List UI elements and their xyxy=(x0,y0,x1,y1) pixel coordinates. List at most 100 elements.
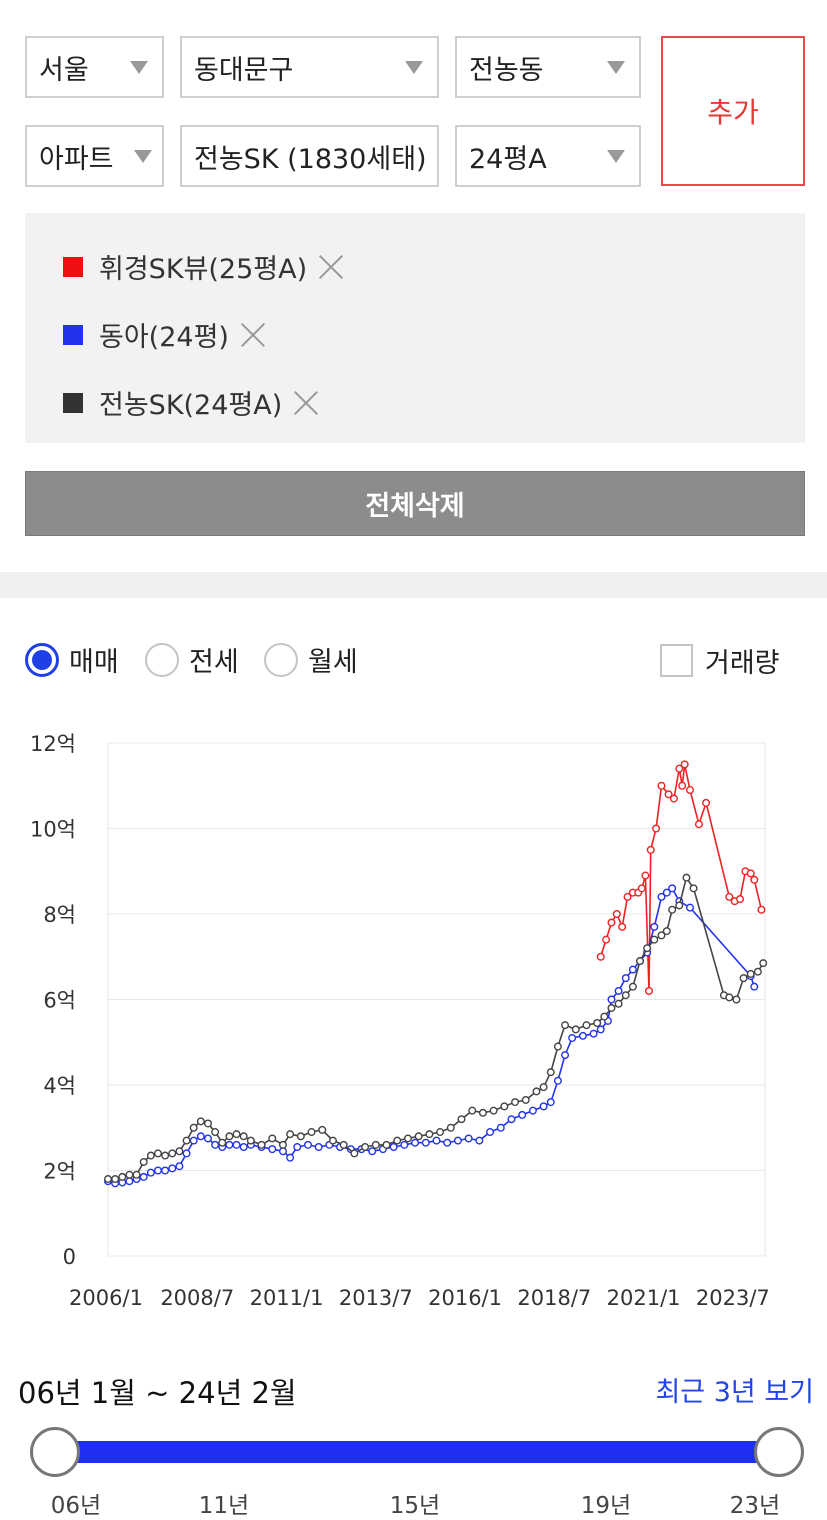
data-point xyxy=(161,1151,170,1160)
clear-all-button[interactable]: 전체삭제 xyxy=(25,471,805,536)
complex-select[interactable]: 전농SK (1830세태) xyxy=(180,125,439,187)
data-point xyxy=(153,1149,162,1158)
data-point xyxy=(314,1142,323,1151)
data-point xyxy=(736,895,745,904)
close-icon[interactable] xyxy=(292,389,320,417)
complex-select-value: 전농SK (1830세태) xyxy=(194,143,427,175)
data-point xyxy=(553,1042,562,1051)
data-point xyxy=(750,875,759,884)
data-point xyxy=(339,1140,348,1149)
data-point xyxy=(686,786,695,795)
y-tick-label: 12억 xyxy=(30,732,76,756)
chevron-down-icon xyxy=(607,150,625,163)
data-point xyxy=(350,1149,359,1158)
data-point xyxy=(182,1136,191,1145)
data-point xyxy=(650,922,659,931)
data-point xyxy=(571,1025,580,1034)
dong-select[interactable]: 전농동 xyxy=(455,36,641,98)
data-point xyxy=(489,1106,498,1115)
district-select[interactable]: 동대문구 xyxy=(180,36,439,98)
data-point xyxy=(478,1108,487,1117)
city-select-value: 서울 xyxy=(39,54,89,86)
data-point xyxy=(203,1119,212,1128)
data-point xyxy=(443,1138,452,1147)
data-point xyxy=(111,1175,120,1184)
data-point xyxy=(318,1125,327,1134)
data-point xyxy=(286,1130,295,1139)
chevron-down-icon xyxy=(607,61,625,74)
type-select[interactable]: 아파트 xyxy=(25,125,164,187)
data-point xyxy=(652,824,661,833)
radio-sale[interactable]: 매매 xyxy=(25,640,119,679)
volume-checkbox-label: 거래량 xyxy=(705,648,780,679)
data-point xyxy=(132,1170,141,1179)
x-tick-label: 2006/1 xyxy=(69,1286,143,1310)
data-point xyxy=(146,1151,155,1160)
size-select[interactable]: 24평A xyxy=(455,125,641,187)
data-point xyxy=(296,1132,305,1141)
recent-3-years-link[interactable]: 최근 3년 보기 xyxy=(655,1377,814,1408)
data-point xyxy=(686,903,695,912)
data-point xyxy=(464,1134,473,1143)
city-select[interactable]: 서울 xyxy=(25,36,164,98)
data-point xyxy=(425,1130,434,1139)
data-point xyxy=(432,1136,441,1145)
data-point xyxy=(518,1110,527,1119)
range-tick: 11년 xyxy=(198,1493,250,1519)
add-button[interactable]: 추가 xyxy=(661,36,805,186)
data-point xyxy=(268,1134,277,1143)
data-point xyxy=(139,1157,148,1166)
data-point xyxy=(211,1128,220,1137)
y-tick-label: 8억 xyxy=(43,903,76,927)
data-point xyxy=(621,974,630,983)
data-point xyxy=(539,1083,548,1092)
y-tick-label: 6억 xyxy=(43,989,76,1013)
data-point xyxy=(759,959,768,968)
radio-checked-icon xyxy=(25,642,59,677)
range-end-handle[interactable] xyxy=(754,1427,804,1477)
data-point xyxy=(371,1140,380,1149)
data-point xyxy=(257,1140,266,1149)
data-point xyxy=(623,892,632,901)
chevron-down-icon xyxy=(130,61,148,74)
data-point xyxy=(414,1132,423,1141)
data-point xyxy=(602,935,611,944)
data-point xyxy=(596,952,605,961)
chevron-down-icon xyxy=(405,61,423,74)
data-point xyxy=(614,999,623,1008)
data-point xyxy=(539,1102,548,1111)
data-point xyxy=(636,957,645,966)
volume-checkbox[interactable]: 거래량 xyxy=(660,641,780,680)
data-point xyxy=(225,1132,234,1141)
data-point xyxy=(678,781,687,790)
data-point xyxy=(668,905,677,914)
data-point xyxy=(211,1140,220,1149)
data-point xyxy=(457,1115,466,1124)
radio-monthly-rent[interactable]: 월세 xyxy=(264,640,358,679)
data-point xyxy=(621,991,630,1000)
close-icon[interactable] xyxy=(239,321,267,349)
compare-item-label: 전농SK(24평A) xyxy=(99,390,283,421)
close-icon[interactable] xyxy=(317,253,345,281)
range-slider-track[interactable] xyxy=(55,1441,779,1463)
radio-sale-label: 매매 xyxy=(69,647,119,678)
data-point xyxy=(500,1102,509,1111)
data-point xyxy=(361,1142,370,1151)
data-point xyxy=(578,1031,587,1040)
data-point xyxy=(175,1147,184,1156)
radio-jeonse[interactable]: 전세 xyxy=(145,640,239,679)
data-point xyxy=(668,884,677,893)
data-point xyxy=(278,1140,287,1149)
chevron-down-icon xyxy=(134,150,152,163)
data-point xyxy=(125,1177,134,1186)
data-point xyxy=(664,790,673,799)
data-point xyxy=(650,935,659,944)
data-point xyxy=(546,1068,555,1077)
range-tick: 06년 xyxy=(50,1493,102,1519)
range-start-handle[interactable] xyxy=(30,1427,80,1477)
data-point xyxy=(757,905,766,914)
data-point xyxy=(568,1033,577,1042)
range-tick: 19년 xyxy=(580,1493,632,1519)
data-point xyxy=(553,1076,562,1085)
radio-monthly-rent-label: 월세 xyxy=(308,647,358,678)
